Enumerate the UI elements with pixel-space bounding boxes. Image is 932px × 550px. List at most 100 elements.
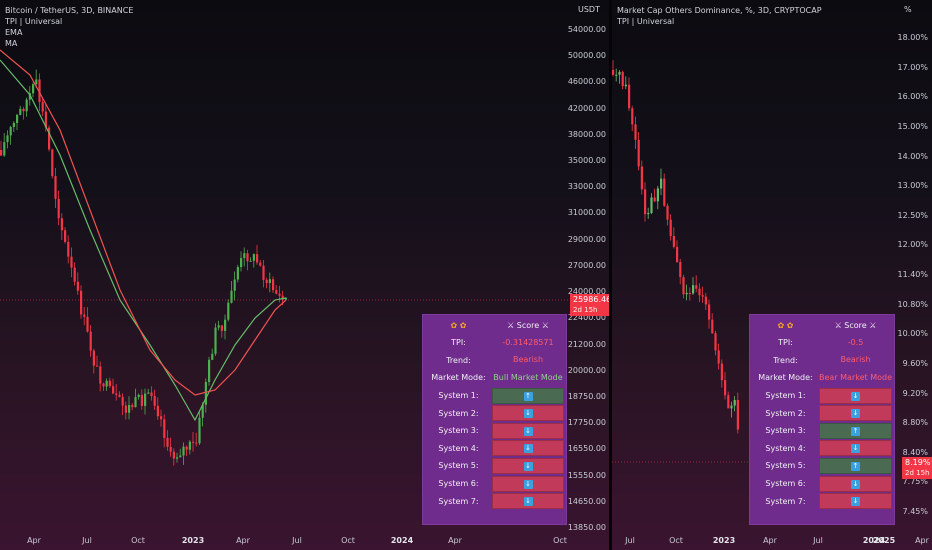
candle-body bbox=[660, 178, 663, 189]
candle-body bbox=[259, 262, 262, 266]
candle-body bbox=[54, 176, 57, 199]
price-axis[interactable]: 54000.00 50000.00 46000.00 42000.00 38000.00… bbox=[567, 0, 610, 532]
system-row-2: System 2: ↓ bbox=[752, 404, 892, 422]
btc-chart-pane[interactable]: Bitcoin / TetherUS, 3D, BINANCE TPI | Un… bbox=[0, 0, 610, 550]
system-row-7: System 7: ↓ bbox=[752, 492, 892, 510]
candle-body bbox=[733, 399, 736, 406]
candle-body bbox=[0, 150, 3, 156]
candle-body bbox=[22, 108, 25, 112]
tpi-row: Market Mode: Bear Market Mode bbox=[752, 369, 892, 387]
candle-body bbox=[150, 392, 153, 397]
y-tick-label: 46000.00 bbox=[567, 77, 606, 87]
system-row-5: System 5: ↓ bbox=[425, 457, 564, 475]
x-tick-label: Apr bbox=[763, 536, 777, 545]
btc-price-plot[interactable] bbox=[0, 0, 568, 530]
candle-body bbox=[272, 279, 275, 291]
row-label: Trend: bbox=[446, 355, 471, 365]
tpi-row: Trend: Bearish bbox=[752, 352, 892, 370]
system-signal: ↓ bbox=[492, 475, 564, 492]
y-tick-label: 20000.00 bbox=[567, 365, 606, 375]
candle-body bbox=[265, 279, 268, 284]
y-tick-label: 29000.00 bbox=[567, 234, 606, 244]
tpi-table: ✿ ✿ ⚔ Score ⚔ TPI: -0.31428571 Trend: Bearish… bbox=[422, 314, 567, 525]
candle-body bbox=[6, 135, 9, 143]
y-tick-label: 8.40% bbox=[902, 447, 928, 457]
y-tick-label: 15550.00 bbox=[567, 470, 606, 480]
x-tick-label: Oct bbox=[669, 536, 683, 545]
x-tick-label: 2024 bbox=[862, 536, 886, 545]
chart-legend: Market Cap Others Dominance, %, 3D, CRYP… bbox=[617, 5, 822, 27]
symbol-title[interactable]: Bitcoin / TetherUS, 3D, BINANCE bbox=[5, 6, 134, 15]
system-row-5: System 5: ↑ bbox=[752, 457, 892, 475]
system-label: System 7: bbox=[438, 496, 479, 506]
y-tick-label: 21200.00 bbox=[567, 339, 606, 349]
y-tick-label: 12.00% bbox=[897, 240, 928, 250]
y-tick-label: 38000.00 bbox=[567, 129, 606, 139]
tpi-value: -0.31428571 bbox=[502, 337, 554, 347]
system-signal: ↓ bbox=[492, 440, 564, 457]
candle-body bbox=[16, 114, 19, 123]
candle-body bbox=[224, 319, 227, 331]
time-axis[interactable]: Jul Oct 2023 Apr Jul 2024 Apr 2025 bbox=[612, 530, 929, 550]
candle-body bbox=[663, 178, 666, 206]
bar-countdown: 2d 15h bbox=[905, 469, 930, 477]
ma-label[interactable]: MA bbox=[5, 39, 18, 48]
logo-icon: ✿ ✿ bbox=[777, 321, 794, 330]
candle-body bbox=[685, 292, 688, 295]
candle-body bbox=[669, 219, 672, 237]
ema-label[interactable]: EMA bbox=[5, 28, 23, 37]
y-tick-label: 14650.00 bbox=[567, 496, 606, 506]
candle-body bbox=[44, 111, 47, 128]
system-label: System 5: bbox=[765, 461, 806, 471]
chart-legend: Bitcoin / TetherUS, 3D, BINANCE TPI | Un… bbox=[5, 5, 133, 49]
candle-body bbox=[9, 127, 12, 136]
candle-body bbox=[179, 455, 182, 458]
candle-body bbox=[724, 380, 727, 396]
system-label: System 4: bbox=[438, 443, 479, 453]
x-tick-label: Jul bbox=[82, 536, 92, 545]
candle-body bbox=[182, 446, 185, 456]
symbol-title[interactable]: Market Cap Others Dominance, %, 3D, CRYP… bbox=[617, 6, 822, 15]
candle-body bbox=[192, 441, 195, 443]
tpi-header-row: ✿ ✿ ⚔ Score ⚔ bbox=[752, 317, 892, 334]
last-value-tag: 8.19% 2d 15h bbox=[902, 457, 932, 479]
candle-body bbox=[121, 396, 124, 406]
candle-body bbox=[612, 70, 615, 75]
system-row-1: System 1: ↑ bbox=[425, 387, 564, 405]
candle-body bbox=[220, 325, 223, 331]
candle-body bbox=[628, 84, 631, 109]
candle-body bbox=[48, 127, 51, 150]
pane-divider[interactable] bbox=[609, 0, 612, 550]
system-label: System 3: bbox=[438, 426, 479, 436]
y-tick-label: 18750.00 bbox=[567, 391, 606, 401]
tpi-row: TPI: -0.31428571 bbox=[425, 334, 564, 352]
candle-body bbox=[682, 277, 685, 295]
others-dominance-pane[interactable]: Market Cap Others Dominance, %, 3D, CRYP… bbox=[612, 0, 932, 550]
tpi-value: -0.5 bbox=[847, 337, 864, 347]
system-signal: ↑ bbox=[819, 422, 892, 439]
indicator-label[interactable]: TPI | Universal bbox=[5, 17, 63, 26]
candle-body bbox=[656, 188, 659, 202]
candle-body bbox=[73, 267, 76, 282]
x-tick-label: Jul bbox=[292, 536, 302, 545]
y-tick-label: 12.50% bbox=[897, 210, 928, 220]
candle-body bbox=[115, 393, 118, 395]
time-axis[interactable]: Apr Jul Oct 2023 Apr Jul Oct 2024 Apr Oct bbox=[0, 530, 568, 550]
system-row-3: System 3: ↑ bbox=[752, 422, 892, 440]
candle-body bbox=[118, 394, 121, 397]
candle-body bbox=[701, 295, 704, 297]
indicator-label[interactable]: TPI | Universal bbox=[617, 17, 675, 26]
bar-countdown: 2d 15h bbox=[573, 306, 598, 314]
candle-body bbox=[650, 197, 653, 213]
y-tick-label: 54000.00 bbox=[567, 25, 606, 34]
last-price-tag: 25986.46 2d 15h bbox=[570, 294, 610, 316]
tpi-table: ✿ ✿ ⚔ Score ⚔ TPI: -0.5 Trend: Bearish Market … bbox=[749, 314, 895, 525]
dominance-plot[interactable] bbox=[612, 0, 892, 530]
tpi-row: Market Mode: Bull Market Mode bbox=[425, 369, 564, 387]
arrow-down-icon: ↓ bbox=[851, 444, 860, 454]
candle-body bbox=[128, 405, 131, 413]
candle-body bbox=[137, 394, 140, 398]
tpi-header-row: ✿ ✿ ⚔ Score ⚔ bbox=[425, 317, 564, 334]
last-value: 8.19% bbox=[905, 458, 931, 467]
percent-axis[interactable]: 18.00% 17.00% 16.00% 15.00% 14.00% 13.00% 12.5… bbox=[892, 0, 932, 530]
